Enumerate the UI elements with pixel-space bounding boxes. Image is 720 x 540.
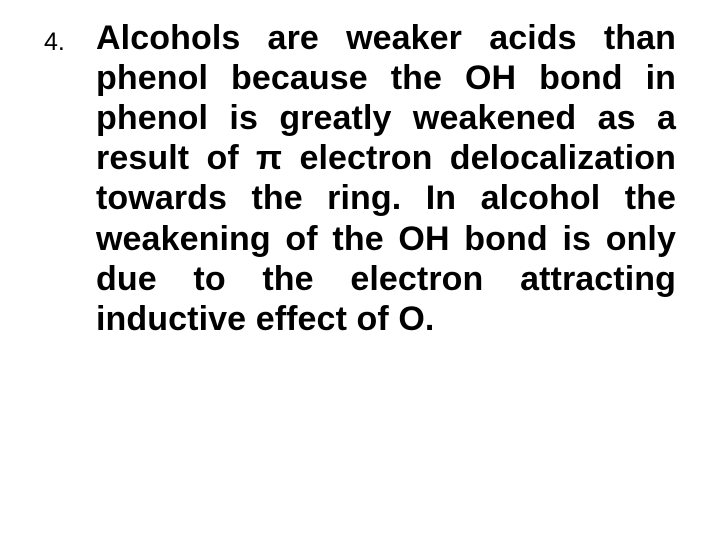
slide-page: 4. Alcohols are weaker acids than phenol… [0, 0, 720, 540]
list-item: 4. Alcohols are weaker acids than phenol… [44, 18, 676, 339]
item-text: Alcohols are weaker acids than phenol be… [96, 18, 676, 339]
item-number: 4. [44, 18, 96, 60]
